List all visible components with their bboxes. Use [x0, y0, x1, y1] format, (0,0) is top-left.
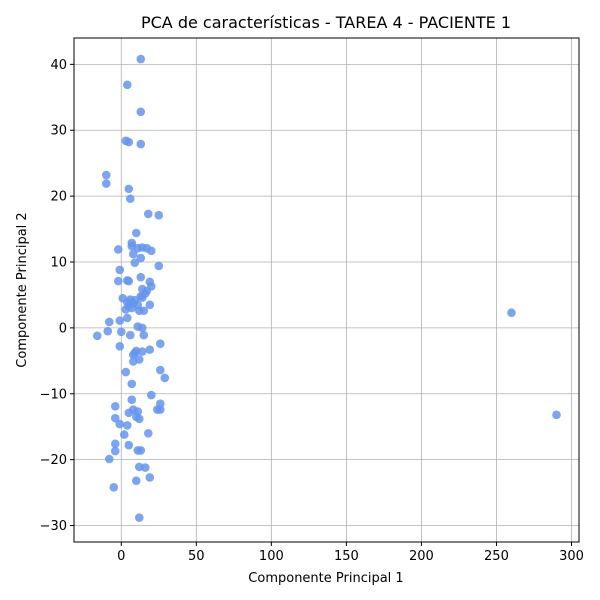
data-point	[136, 139, 146, 149]
x-tick-label: 0	[117, 549, 125, 564]
data-point	[137, 293, 147, 302]
x-tick-label: 150	[334, 549, 359, 564]
data-point	[131, 228, 141, 238]
data-point	[507, 308, 516, 318]
y-tick-label: −10	[40, 387, 67, 402]
data-point	[155, 339, 165, 348]
data-point	[115, 342, 125, 351]
data-point	[140, 463, 150, 472]
data-point	[137, 347, 147, 356]
data-point	[124, 408, 134, 418]
data-point	[124, 137, 134, 147]
data-point	[127, 395, 137, 404]
data-point	[136, 54, 146, 64]
data-point	[136, 446, 146, 455]
data-point	[130, 258, 140, 267]
data-point	[145, 300, 155, 310]
y-tick-label: 10	[50, 256, 67, 271]
data-point	[131, 476, 141, 486]
data-point	[125, 330, 135, 340]
data-point	[125, 194, 135, 204]
y-tick-label: 40	[50, 58, 67, 73]
data-point	[122, 421, 132, 430]
ticks-layer: 0 50 100 150 200 250 300 −30 −20 −10 0 10 20 30 40	[40, 58, 584, 564]
x-tick-label: 50	[188, 549, 205, 564]
data-point	[92, 331, 102, 341]
data-point	[124, 440, 134, 450]
data-point	[139, 330, 149, 340]
data-point	[103, 326, 113, 336]
data-point	[154, 261, 164, 271]
plot-frame	[73, 37, 580, 543]
data-point	[101, 179, 111, 188]
data-point	[121, 367, 131, 377]
data-point	[110, 439, 120, 449]
data-point	[552, 410, 561, 420]
data-point	[113, 276, 123, 286]
data-point	[134, 513, 144, 522]
data-point	[155, 405, 165, 414]
y-tick-label: −30	[40, 519, 67, 534]
data-point	[109, 483, 119, 492]
y-tick-label: 30	[50, 124, 67, 139]
data-point	[101, 170, 111, 180]
data-point	[143, 428, 153, 438]
data-point	[136, 253, 146, 263]
data-point	[127, 379, 137, 389]
data-point	[146, 390, 156, 400]
data-point	[124, 276, 134, 286]
data-point	[115, 265, 125, 275]
data-point	[115, 419, 125, 429]
data-point	[154, 210, 164, 220]
data-point	[160, 373, 170, 383]
y-tick-label: 20	[50, 190, 67, 205]
data-point	[128, 350, 138, 360]
data-point	[134, 414, 144, 424]
x-tick-label: 300	[559, 549, 584, 564]
data-point	[119, 430, 129, 439]
data-point	[115, 316, 125, 325]
data-point	[124, 184, 134, 194]
y-tick-label: 0	[59, 321, 67, 336]
data-point	[136, 107, 146, 117]
data-point	[128, 249, 138, 259]
data-point	[143, 209, 153, 219]
data-point	[113, 245, 123, 254]
data-point	[104, 317, 114, 327]
data-point	[121, 305, 131, 314]
data-point	[104, 454, 114, 464]
data-point	[139, 306, 149, 316]
data-point	[128, 357, 138, 366]
x-tick-label: 100	[259, 549, 284, 564]
data-point	[155, 365, 165, 375]
x-tick-label: 250	[484, 549, 509, 564]
data-point	[136, 272, 146, 282]
points-layer	[92, 54, 561, 522]
x-axis-label: Componente Principal 1	[248, 571, 403, 586]
data-point	[110, 413, 120, 423]
data-point	[110, 446, 120, 456]
y-tick-label: −20	[40, 453, 67, 468]
data-point	[122, 313, 132, 323]
data-point	[145, 345, 155, 354]
data-point	[146, 246, 156, 256]
data-point	[145, 473, 155, 482]
chart-title: PCA de características - TAREA 4 - PACIE…	[141, 13, 511, 32]
y-axis-label: Componente Principal 2	[15, 212, 30, 367]
x-tick-label: 200	[409, 549, 434, 564]
data-point	[122, 80, 132, 90]
data-point	[137, 323, 147, 333]
data-point	[110, 401, 120, 411]
data-point	[116, 327, 126, 337]
